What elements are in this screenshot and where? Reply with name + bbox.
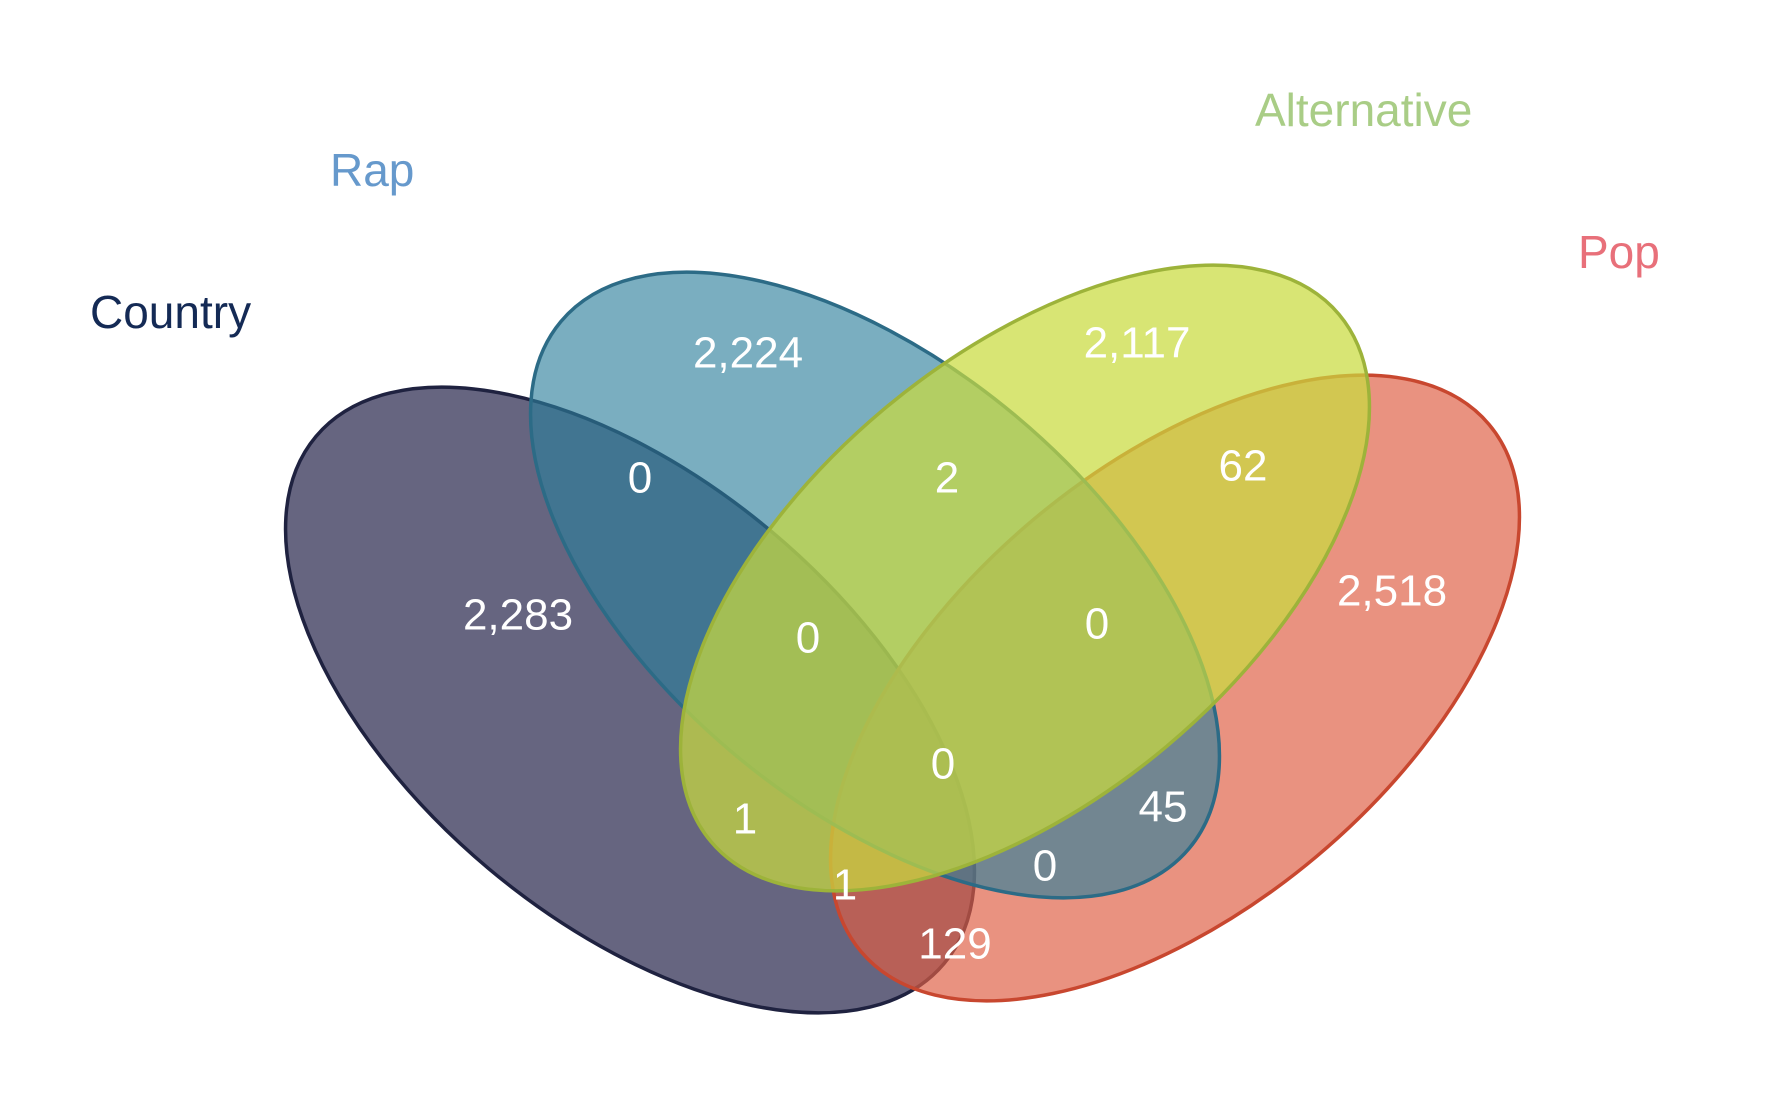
region-count-country: 2,283 bbox=[463, 591, 573, 640]
region-count-rap: 2,224 bbox=[693, 329, 803, 378]
alternative-set-ellipse bbox=[678, 263, 1372, 893]
region-count-rap-alternative: 2 bbox=[935, 454, 959, 503]
region-count-country-pop: 129 bbox=[918, 920, 991, 969]
region-counts: 2,283 2,224 2,117 2,518 0 2 62 0 0 0 1 45 1 0 129 bbox=[463, 319, 1447, 969]
region-count-pop: 2,518 bbox=[1337, 567, 1447, 616]
region-count-alternative-pop: 62 bbox=[1219, 442, 1268, 491]
rap-set-label: Rap bbox=[330, 144, 414, 196]
region-count-country-rap: 0 bbox=[628, 454, 652, 503]
region-count-country-rap-pop: 0 bbox=[1033, 842, 1057, 891]
region-count-country-rap-alternative-pop: 0 bbox=[931, 740, 955, 789]
region-count-alternative: 2,117 bbox=[1084, 319, 1191, 368]
country-set-label: Country bbox=[90, 286, 251, 338]
alternative-set-label: Alternative bbox=[1255, 84, 1472, 136]
set-ellipses bbox=[283, 263, 1522, 1015]
region-count-country-alternative: 1 bbox=[733, 795, 757, 844]
region-count-country-rap-alternative: 0 bbox=[796, 614, 820, 663]
region-count-rap-alternative-pop: 0 bbox=[1085, 600, 1109, 649]
region-count-rap-pop: 45 bbox=[1139, 783, 1188, 832]
region-count-country-alternative-pop: 1 bbox=[833, 861, 857, 910]
set-labels: Country Rap Alternative Pop bbox=[90, 84, 1660, 338]
pop-set-label: Pop bbox=[1578, 226, 1660, 278]
